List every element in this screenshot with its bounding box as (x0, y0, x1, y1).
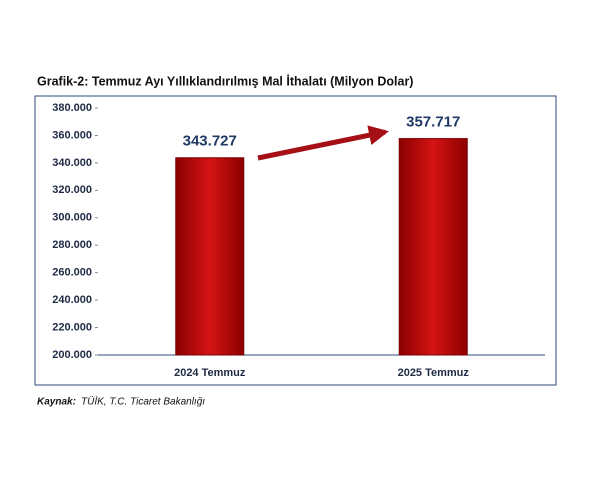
y-tick-label: 260.000 (52, 267, 92, 279)
bar (398, 138, 468, 356)
value-label: 343.727 (183, 133, 237, 150)
value-label: 357.717 (406, 114, 460, 131)
source-text: TÜİK, T.C. Ticaret Bakanlığı (81, 396, 205, 408)
source-label: Kaynak: (37, 397, 76, 408)
y-tick-label: 380.000 (52, 102, 92, 114)
y-tick-label: 320.000 (52, 184, 92, 196)
y-tick-label: 280.000 (52, 239, 92, 251)
x-tick-label: 2025 Temmuz (398, 367, 470, 379)
bar (175, 157, 245, 356)
x-tick-label: 2024 Temmuz (174, 367, 246, 379)
trend-arrow (257, 125, 389, 161)
chart-frame (34, 95, 557, 386)
y-tick-label: 300.000 (52, 212, 92, 224)
y-tick-label: 360.000 (52, 129, 92, 141)
y-tick-label: 220.000 (52, 321, 92, 333)
y-tick-label: 240.000 (52, 294, 92, 306)
y-tick-label: 340.000 (52, 157, 92, 169)
chart-title: Grafik-2: Temmuz Ayı Yıllıklandırılmış M… (37, 73, 413, 88)
y-tick-label: 200.000 (52, 349, 92, 361)
